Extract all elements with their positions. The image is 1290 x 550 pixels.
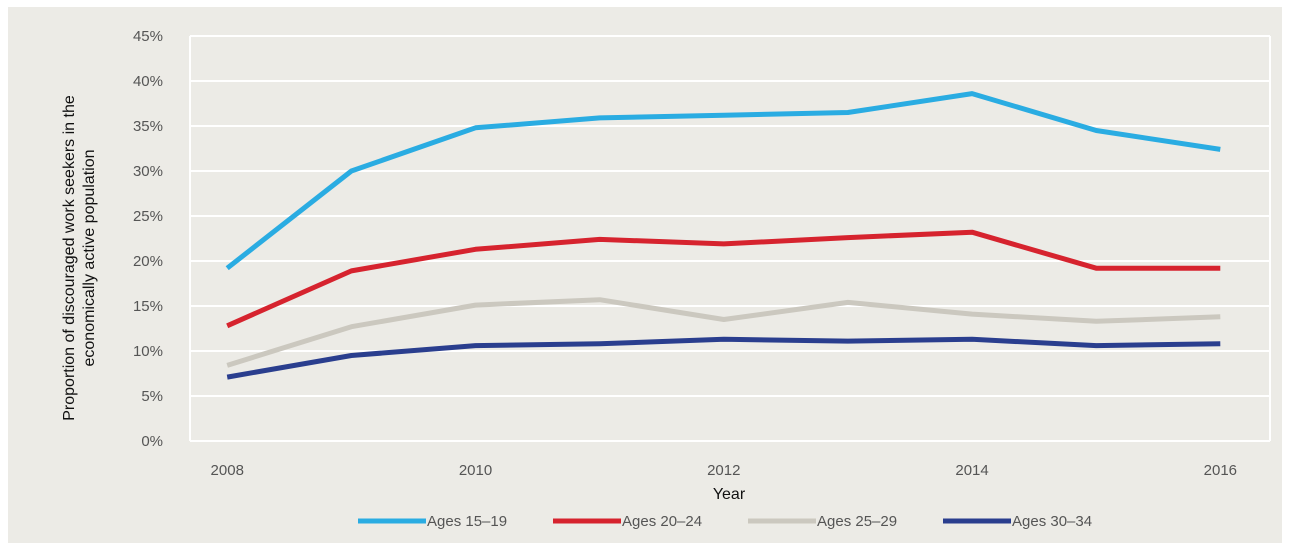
- y-tick-label: 35%: [133, 118, 163, 135]
- y-tick-label: 10%: [133, 343, 163, 360]
- legend-label: Ages 25–29: [817, 513, 897, 530]
- legend-layer: Ages 15–19 Ages 20–24 Ages 25–29 Ages 30–34: [358, 513, 1092, 530]
- series-line-2: [226, 229, 1221, 329]
- x-tick-label: 2014: [955, 462, 988, 479]
- x-tick-label: 2010: [459, 462, 492, 479]
- series-layer: [225, 91, 1221, 380]
- y-axis-title-line-1: Proportion of discouraged work seekers i…: [61, 95, 78, 421]
- x-tick-label: 2012: [707, 462, 740, 479]
- series-line-1: [225, 91, 1221, 271]
- x-tick-label: 2016: [1204, 462, 1237, 479]
- y-tick-label: 15%: [133, 298, 163, 315]
- legend-label: Ages 20–24: [622, 513, 702, 530]
- y-axis-title-line-2: economically active population: [81, 149, 98, 366]
- y-tick-label: 5%: [141, 388, 163, 405]
- y-tick-label: 20%: [133, 253, 163, 270]
- grid-layer: [189, 35, 1271, 442]
- y-tick-label: 40%: [133, 73, 163, 90]
- y-tick-label: 30%: [133, 163, 163, 180]
- series-line-4: [226, 336, 1221, 380]
- x-axis-title: Year: [713, 486, 746, 503]
- y-tick-label: 45%: [133, 28, 163, 45]
- x-tick-label: 2008: [211, 462, 244, 479]
- y-tick-label: 0%: [141, 433, 163, 450]
- series-line-3: [226, 297, 1221, 368]
- legend-label: Ages 30–34: [1012, 513, 1092, 530]
- y-tick-label: 25%: [133, 208, 163, 225]
- axis-layer: 0% 5% 10% 15% 20% 25% 30% 35% 40% 45% 2008 2010 2012…: [133, 28, 1237, 479]
- chart-panel: [8, 7, 1282, 543]
- legend-label: Ages 15–19: [427, 513, 507, 530]
